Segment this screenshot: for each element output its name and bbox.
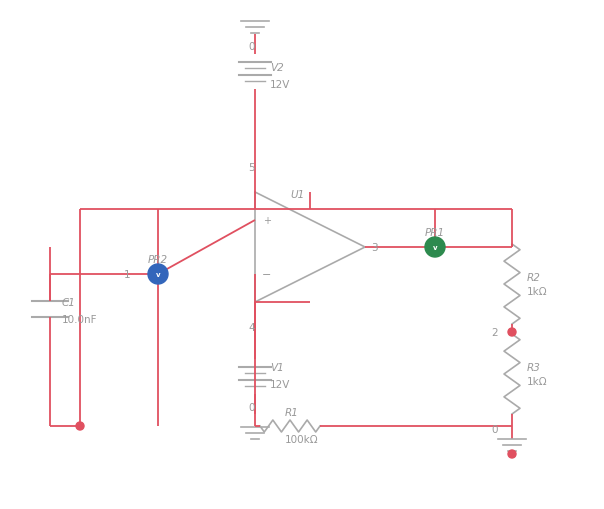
Circle shape [76, 422, 84, 430]
Text: 5: 5 [248, 163, 255, 173]
Text: 1kΩ: 1kΩ [527, 376, 548, 386]
Text: R1: R1 [285, 407, 299, 417]
Circle shape [148, 265, 168, 285]
Circle shape [508, 328, 516, 336]
Text: v: v [156, 271, 160, 277]
Text: 4: 4 [248, 322, 255, 332]
Text: V2: V2 [270, 63, 284, 73]
Text: PR2: PR2 [148, 254, 168, 265]
Text: PR1: PR1 [425, 228, 445, 238]
Text: 12V: 12V [270, 80, 291, 90]
Text: 0: 0 [248, 42, 255, 52]
Text: 1kΩ: 1kΩ [527, 287, 548, 296]
Text: 100kΩ: 100kΩ [285, 434, 319, 444]
Text: R3: R3 [527, 362, 541, 372]
Text: 10.0nF: 10.0nF [62, 315, 97, 324]
Text: 1: 1 [123, 269, 130, 279]
Text: U1: U1 [290, 190, 304, 200]
Text: 0: 0 [248, 402, 255, 412]
Text: C1: C1 [62, 297, 76, 307]
Text: v: v [432, 244, 437, 250]
Text: 0: 0 [492, 424, 498, 434]
Text: 3: 3 [371, 242, 378, 252]
Text: −: − [262, 269, 272, 279]
Text: V1: V1 [270, 362, 284, 372]
Circle shape [508, 450, 516, 458]
Circle shape [154, 270, 162, 278]
Text: 2: 2 [492, 327, 498, 337]
Circle shape [431, 243, 439, 251]
Text: +: + [263, 216, 271, 225]
Text: R2: R2 [527, 272, 541, 282]
Circle shape [425, 238, 445, 258]
Text: 12V: 12V [270, 379, 291, 389]
